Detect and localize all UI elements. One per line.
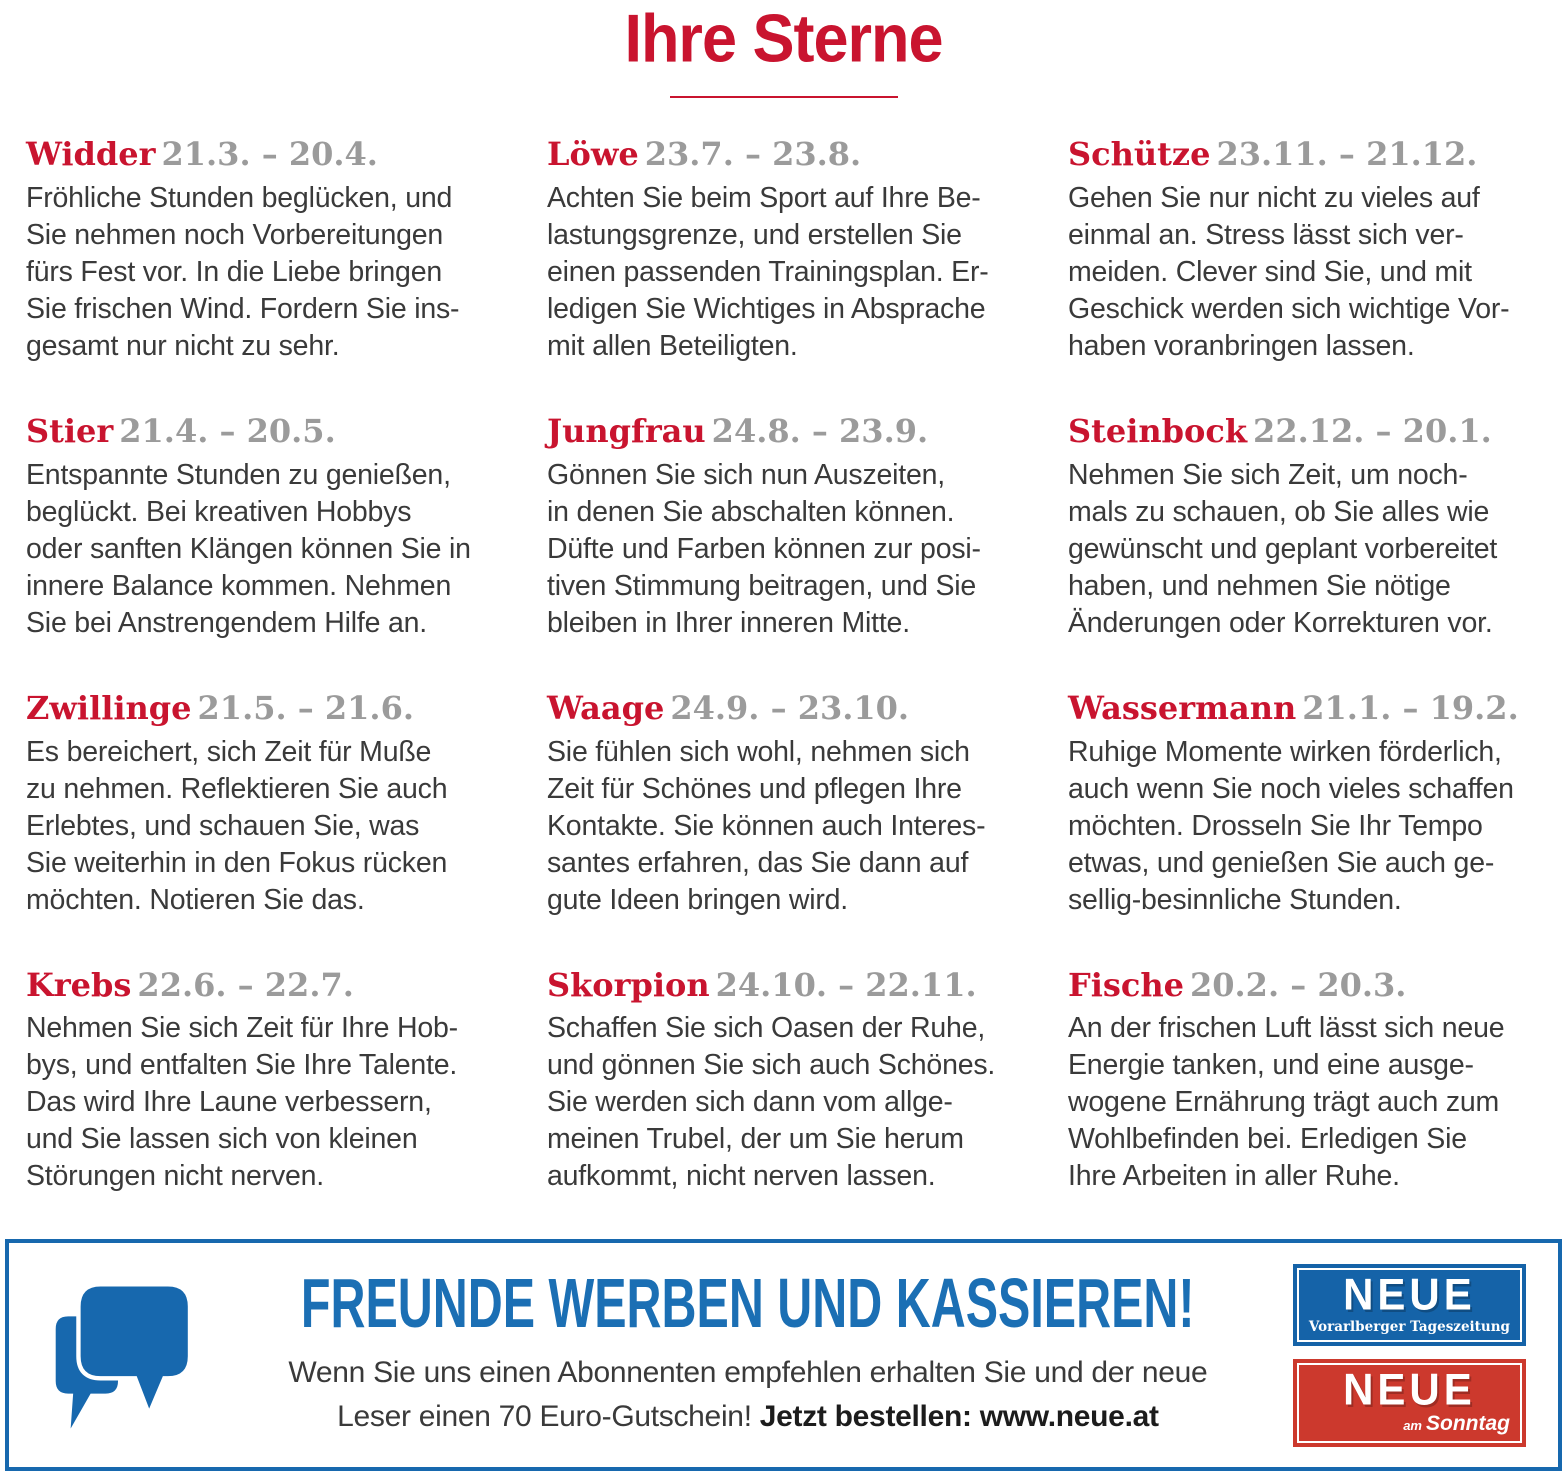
section-heading: Stier 21.4. – 20.5. — [26, 413, 499, 450]
sign-text: Sie fühlen sich wohl, nehmen sich Zeit f… — [547, 735, 986, 916]
sign-dates: 24.8. – 23.9. — [711, 411, 929, 450]
sign-dates: 22.12. – 20.1. — [1253, 411, 1492, 450]
sign-dates: 21.3. – 20.4. — [161, 135, 378, 174]
sign-text: Fröhliche Stunden beglücken, und Sie neh… — [26, 181, 460, 362]
sign-text: Achten Sie beim Sport auf Ihre Be- lastu… — [547, 181, 989, 362]
sign-dates: 21.4. – 20.5. — [119, 411, 336, 450]
promo-line1: Wenn Sie uns einen Abonnenten empfehlen … — [288, 1356, 1208, 1389]
neue-logo-inner: NEUE Vorarlberger Tageszeitung — [1296, 1267, 1522, 1342]
section-schuetze: Schütze 23.11. – 21.12. Gehen Sie nur nic… — [1068, 136, 1541, 365]
section-heading: Jungfrau 24.8. – 23.9. — [547, 413, 1020, 450]
sign-text: An der frischen Luft lässt sich neue Ene… — [1068, 1012, 1505, 1193]
sign-dates: 23.7. – 23.8. — [644, 135, 862, 174]
promo-banner: FREUNDE WERBEN UND KASSIEREN! Wenn Sie u… — [5, 1239, 1562, 1471]
neue-tageszeitung-subtitle: Vorarlberger Tageszeitung — [1308, 1318, 1510, 1335]
sign-text: Nehmen Sie sich Zeit für Ihre Hob- bys, … — [26, 1012, 458, 1193]
sign-name: Schütze — [1068, 135, 1211, 174]
section-heading: Steinbock 22.12. – 20.1. — [1068, 413, 1541, 450]
sign-text: Gönnen Sie sich nun Auszeiten, in denen … — [547, 458, 981, 639]
section-steinbock: Steinbock 22.12. – 20.1. Nehmen Sie sich … — [1068, 413, 1541, 642]
neue-am-sonntag-subtitle: am Sonntag — [1309, 1412, 1510, 1436]
section-heading: Krebs 22.6. – 22.7. — [26, 965, 499, 1004]
sign-text: Ruhige Momente wirken förderlich, auch w… — [1068, 735, 1514, 916]
promo-text-block: FREUNDE WERBEN UND KASSIEREN! Wenn Sie u… — [203, 1265, 1293, 1439]
section-heading: Waage 24.9. – 23.10. — [547, 688, 1020, 727]
section-skorpion: Skorpion 24.10. – 22.11. Schaffen Sie sic… — [547, 965, 1020, 1196]
neue-logo-inner: NEUE am Sonntag — [1296, 1362, 1522, 1443]
sign-name: Jungfrau — [547, 411, 706, 450]
sign-name: Zwillinge — [26, 688, 192, 727]
section-zwillinge: Zwillinge 21.5. – 21.6. Es bereichert, si… — [26, 688, 499, 919]
sign-text: Entspannte Stunden zu genießen, beglückt… — [26, 458, 471, 639]
section-krebs: Krebs 22.6. – 22.7. Nehmen Sie sich Zeit … — [26, 965, 499, 1196]
sign-text: Schaffen Sie sich Oasen der Ruhe, und gö… — [547, 1012, 996, 1193]
sign-dates: 24.10. – 22.11. — [715, 965, 977, 1004]
sign-dates: 21.1. – 19.2. — [1302, 688, 1519, 727]
neue-logos: NEUE Vorarlberger Tageszeitung NEUE am So… — [1292, 1263, 1526, 1447]
section-heading: Widder 21.3. – 20.4. — [26, 136, 499, 173]
sign-name: Fische — [1068, 965, 1184, 1004]
horoscope-grid: Widder 21.3. – 20.4. Fröhliche Stunden be… — [26, 136, 1541, 1195]
sign-text: Gehen Sie nur nicht zu vieles auf einmal… — [1068, 181, 1510, 362]
promo-cta: Jetzt bestellen: www.neue.at — [759, 1400, 1159, 1433]
section-heading: Wassermann 21.1. – 19.2. — [1068, 688, 1541, 727]
section-heading: Schütze 23.11. – 21.12. — [1068, 136, 1541, 173]
sign-name: Skorpion — [547, 965, 710, 1004]
sonntag-label: Sonntag — [1426, 1411, 1510, 1435]
sign-dates: 24.9. – 23.10. — [670, 688, 910, 727]
section-waage: Waage 24.9. – 23.10. Sie fühlen sich wohl… — [547, 688, 1020, 919]
neue-wordmark: NEUE — [1343, 1269, 1476, 1319]
section-heading: Löwe 23.7. – 23.8. — [547, 136, 1020, 173]
sign-name: Krebs — [26, 965, 132, 1004]
neue-am-sonntag-logo: NEUE am Sonntag — [1292, 1358, 1526, 1447]
page-header: Ihre Sterne — [0, 0, 1567, 99]
sign-name: Wassermann — [1068, 688, 1297, 727]
promo-subtext: Wenn Sie uns einen Abonnenten empfehlen … — [211, 1351, 1285, 1439]
sign-name: Steinbock — [1068, 411, 1248, 450]
sign-name: Widder — [26, 135, 156, 174]
neue-wordmark: NEUE — [1343, 1364, 1476, 1414]
sign-text: Es bereichert, sich Zeit für Muße zu neh… — [26, 735, 448, 916]
sign-dates: 20.2. – 20.3. — [1190, 965, 1407, 1004]
promo-headline: FREUNDE WERBEN UND KASSIEREN! — [301, 1264, 1195, 1344]
neue-tageszeitung-logo: NEUE Vorarlberger Tageszeitung — [1292, 1263, 1526, 1346]
section-widder: Widder 21.3. – 20.4. Fröhliche Stunden be… — [26, 136, 499, 365]
section-heading: Fische 20.2. – 20.3. — [1068, 965, 1541, 1004]
sign-name: Waage — [547, 688, 665, 727]
promo-line2: Leser einen 70 Euro-Gutschein! — [337, 1400, 760, 1433]
section-stier: Stier 21.4. – 20.5. Entspannte Stunden zu… — [26, 413, 499, 642]
am-label: am — [1403, 1417, 1422, 1433]
section-heading: Skorpion 24.10. – 22.11. — [547, 965, 1020, 1004]
sign-dates: 22.6. – 22.7. — [137, 965, 354, 1004]
sign-name: Stier — [26, 411, 114, 450]
sign-name: Löwe — [547, 135, 639, 174]
sign-dates: 21.5. – 21.6. — [197, 688, 414, 727]
section-wassermann: Wassermann 21.1. – 19.2. Ruhige Momente w… — [1068, 688, 1541, 919]
title-underline — [669, 96, 898, 99]
page-title: Ihre Sterne — [624, 1, 943, 77]
section-loewe: Löwe 23.7. – 23.8. Achten Sie beim Sport … — [547, 136, 1020, 365]
section-jungfrau: Jungfrau 24.8. – 23.9. Gönnen Sie sich nu… — [547, 413, 1020, 642]
sign-text: Nehmen Sie sich Zeit, um noch- mals zu s… — [1068, 458, 1498, 639]
sign-dates: 23.11. – 21.12. — [1216, 135, 1478, 174]
speech-bubbles-icon — [43, 1274, 203, 1436]
section-fische: Fische 20.2. – 20.3. An der frischen Luft… — [1068, 965, 1541, 1196]
section-heading: Zwillinge 21.5. – 21.6. — [26, 688, 499, 727]
